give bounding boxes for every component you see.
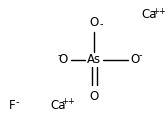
Text: ++: ++ — [152, 7, 166, 16]
Text: Ca: Ca — [50, 99, 66, 112]
Text: -: - — [15, 97, 19, 107]
Text: O: O — [89, 90, 99, 103]
Text: -: - — [139, 50, 142, 60]
Text: -: - — [99, 19, 103, 29]
Text: O: O — [58, 53, 67, 66]
Text: As: As — [87, 53, 101, 66]
Text: Ca: Ca — [141, 8, 157, 21]
Text: F: F — [9, 99, 16, 112]
Text: ++: ++ — [61, 97, 75, 106]
Text: O: O — [89, 16, 99, 29]
Text: O: O — [130, 53, 139, 66]
Text: -: - — [57, 50, 61, 60]
